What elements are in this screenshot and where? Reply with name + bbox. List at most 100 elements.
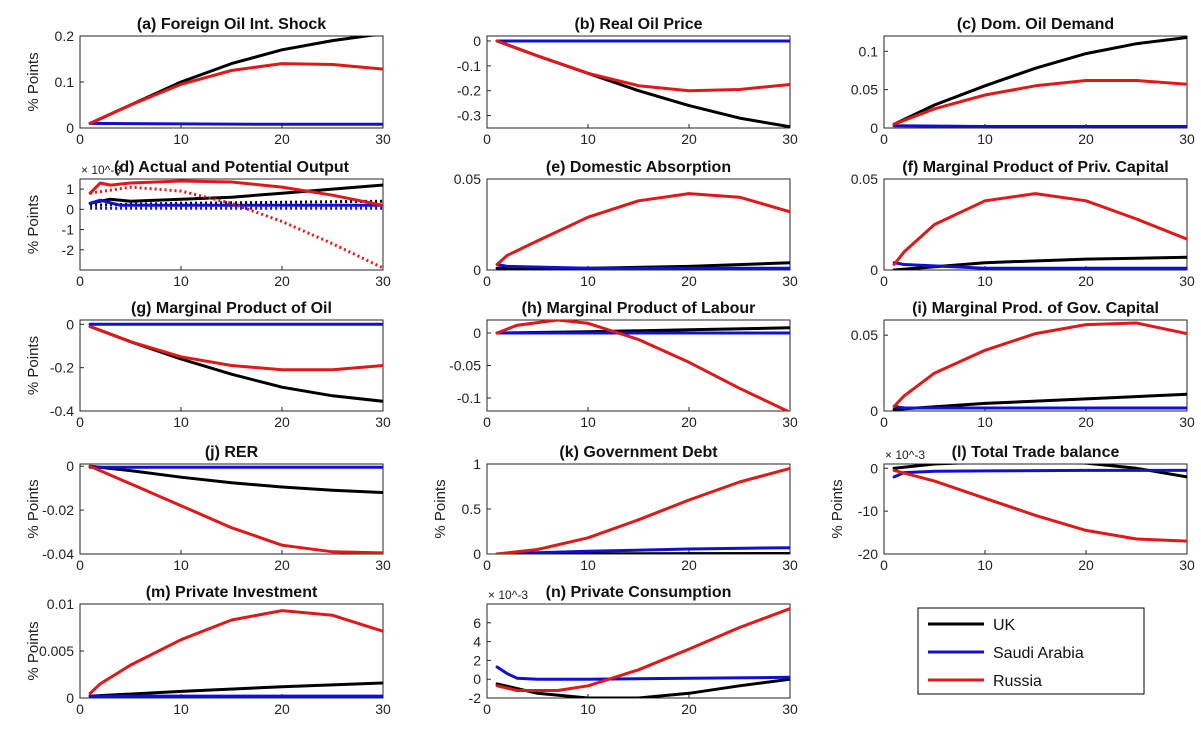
x-tick-label: 20: [1078, 557, 1094, 573]
panel-title: (h) Marginal Product of Labour: [522, 300, 756, 317]
y-tick-label: 0: [870, 460, 878, 476]
x-tick-label: 20: [681, 701, 697, 717]
x-tick-label: 0: [76, 414, 84, 430]
x-tick-label: 30: [782, 131, 798, 147]
x-tick-label: 30: [375, 701, 391, 717]
series-line-saudi-arabia: [495, 546, 790, 554]
x-tick-label: 10: [977, 273, 993, 289]
y-tick-label: 0: [870, 262, 878, 278]
x-tick-label: 20: [1078, 273, 1094, 289]
x-tick-label: 0: [483, 273, 491, 289]
series-line-saudi-arabia: [495, 263, 790, 270]
panel-title: (c) Dom. Oil Demand: [957, 16, 1114, 33]
y-tick-label: 0: [66, 690, 74, 706]
axis-exponent: × 10^-3: [81, 163, 121, 177]
series-line-russia: [892, 468, 1187, 543]
x-tick-label: 10: [173, 273, 189, 289]
y-tick-label: -0.4: [50, 403, 74, 419]
x-tick-label: 20: [274, 414, 290, 430]
y-tick-label: 0.1: [859, 43, 879, 59]
y-axis-label: % Points: [829, 479, 846, 538]
x-tick-label: 30: [375, 273, 391, 289]
y-axis-label: % Points: [25, 479, 42, 538]
y-tick-label: 0: [473, 671, 481, 687]
y-tick-label: 0: [66, 201, 74, 217]
axes-box: [79, 35, 384, 129]
x-tick-label: 30: [375, 131, 391, 147]
y-tick-label: 0: [66, 458, 74, 474]
x-tick-label: 10: [977, 131, 993, 147]
series-line-russia: [495, 467, 790, 554]
series-line-russia: [88, 464, 383, 554]
series-line-russia: [495, 39, 790, 93]
x-tick-label: 10: [173, 414, 189, 430]
panel-title: (j) RER: [205, 444, 259, 461]
x-tick-label: 30: [782, 414, 798, 430]
y-axis-label: % Points: [25, 52, 42, 111]
y-tick-label: 0.1: [55, 74, 75, 90]
x-tick-label: 30: [1179, 414, 1195, 430]
y-tick-label: -0.1: [457, 58, 481, 74]
x-tick-label: 20: [274, 273, 290, 289]
y-tick-label: -0.2: [457, 83, 481, 99]
x-tick-label: 10: [173, 557, 189, 573]
axes-box: [79, 178, 384, 271]
y-tick-label: 0: [870, 403, 878, 419]
y-axis-label: % Points: [25, 336, 42, 395]
x-tick-label: 20: [1078, 414, 1094, 430]
panel-title: (a) Foreign Oil Int. Shock: [137, 16, 326, 33]
panel-total-trade-balance: 0 10 20 30 0 -10 -20 (l) Total Trade balance × 1…: [829, 444, 1195, 573]
series-line-uk: [892, 392, 1187, 411]
y-tick-label: 2: [473, 652, 481, 668]
panel-title: (m) Private Investment: [146, 584, 318, 601]
series-line-saudi-arabia: [892, 124, 1187, 128]
y-tick-label: -0.05: [449, 358, 481, 374]
y-tick-label: 1: [66, 181, 74, 197]
panel-government-debt: 0 10 20 30 0 0.5 1 (k) Government Debt % Points: [432, 444, 798, 573]
panel-title: (i) Marginal Prod. of Gov. Capital: [912, 300, 1159, 317]
x-tick-label: 10: [580, 131, 596, 147]
y-tick-label: 0.05: [851, 171, 878, 187]
x-tick-label: 10: [977, 557, 993, 573]
axes-box: [486, 603, 791, 699]
x-tick-label: 20: [681, 273, 697, 289]
series-line-uk: [892, 36, 1187, 126]
series-line-saudi-arabia: [892, 404, 1187, 410]
x-tick-label: 20: [274, 701, 290, 717]
legend: UK Saudi Arabia Russia: [917, 607, 1145, 695]
y-tick-label: 0.2: [55, 28, 75, 44]
y-tick-label: 0: [473, 262, 481, 278]
panel-real-oil-price: 0 10 20 30 0 -0.1 -0.2 -0.3 (b) Real Oil Price: [457, 16, 798, 147]
axes-box: [79, 463, 384, 555]
panel-domestic-absorption: 0 10 20 30 0 0.05 (e) Domestic Absorption: [454, 159, 798, 289]
y-tick-label: -2: [62, 242, 75, 258]
x-tick-label: 30: [1179, 273, 1195, 289]
x-tick-label: 30: [1179, 557, 1195, 573]
y-tick-label: 0: [66, 120, 74, 136]
axes-box: [486, 35, 791, 129]
axes-box: [486, 319, 791, 412]
y-tick-label: -0.2: [50, 360, 74, 376]
x-tick-label: 0: [76, 131, 84, 147]
x-tick-label: 0: [483, 131, 491, 147]
panel-foreign-oil-int-shock: 0 10 20 30 0 0.1 0.2 (a) Foreign Oil Int. Shock…: [25, 16, 391, 147]
x-tick-label: 0: [483, 414, 491, 430]
y-axis-label: % Points: [25, 621, 42, 680]
series-line-russia: [892, 192, 1187, 266]
panel-title: (l) Total Trade balance: [952, 444, 1120, 461]
y-axis-label: % Points: [25, 195, 42, 254]
series-line-russia: [892, 79, 1187, 126]
x-tick-label: 20: [681, 414, 697, 430]
x-tick-label: 0: [880, 557, 888, 573]
legend-label-russia: Russia: [993, 673, 1042, 690]
panel-marginal-prod-of-gov-capital: 0 10 20 30 0 0.05 (i) Marginal Prod. of Gov. C…: [851, 300, 1195, 430]
x-tick-label: 0: [483, 557, 491, 573]
panel-title: (g) Marginal Product of Oil: [131, 300, 332, 317]
y-tick-label: 0.01: [47, 596, 74, 612]
y-axis-label: % Points: [432, 479, 449, 538]
series-line-uk: [88, 681, 383, 698]
y-tick-label: 0.05: [851, 82, 878, 98]
y-tick-label: 0.005: [39, 643, 74, 659]
y-tick-label: -20: [858, 546, 878, 562]
